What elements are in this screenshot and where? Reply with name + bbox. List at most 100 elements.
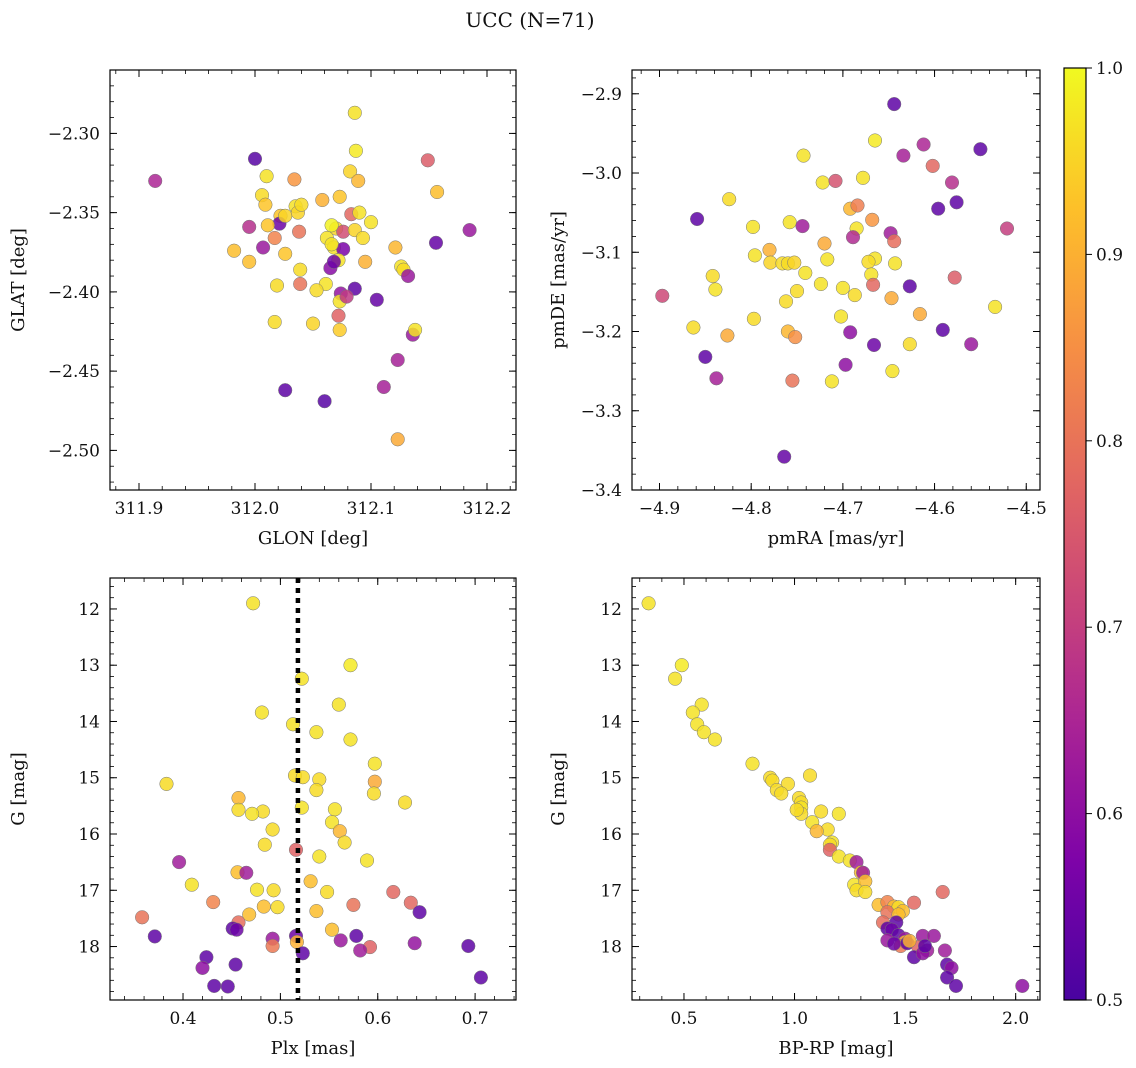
x-tick-label: 312.1 <box>347 499 396 519</box>
scatter-point <box>287 172 302 187</box>
y-tick-label: −2.35 <box>48 204 100 224</box>
y-tick-label: 13 <box>78 656 100 676</box>
scatter-point <box>866 337 882 353</box>
scatter-point <box>258 197 273 212</box>
y-tick-label: −3.0 <box>581 164 622 184</box>
scatter-point <box>359 853 375 868</box>
scatter-point <box>366 786 381 801</box>
scatter-point <box>815 175 830 190</box>
axes-frame <box>109 577 517 1001</box>
scatter-point <box>401 268 416 284</box>
x-tick-label: 311.9 <box>115 499 164 519</box>
scatter-point <box>172 855 187 870</box>
scatter-point <box>259 169 274 184</box>
scatter-point <box>135 910 150 925</box>
scatter-point <box>231 802 246 817</box>
scatter-point <box>843 325 858 340</box>
y-tick-label: −2.50 <box>48 441 100 461</box>
scatter-point <box>820 252 835 267</box>
axes-frame <box>631 577 1041 1001</box>
scatter-point <box>386 884 401 900</box>
scatter-point <box>337 835 352 850</box>
scatter-point <box>309 725 324 740</box>
colorbar-tick-label: 0.7 <box>1096 618 1123 638</box>
y-tick-label: 14 <box>600 712 622 732</box>
scatter-point <box>813 276 828 292</box>
scatter-point <box>309 783 324 798</box>
scatter-point <box>420 153 435 168</box>
scatter-point <box>887 234 902 249</box>
scatter-point <box>309 904 324 919</box>
y-tick-label: 12 <box>600 600 622 620</box>
scatter-point <box>278 208 293 223</box>
axes-frame <box>631 69 1041 491</box>
panel-2: −4.9 −4.8 −4.7 −4.6 −4.5 −2.9 −3.0 −3.1 −3.2 −3.3… <box>548 69 1047 549</box>
scatter-point <box>828 173 843 188</box>
scatter-point <box>332 189 347 204</box>
scatter-point <box>722 192 737 207</box>
scatter-point <box>388 240 403 255</box>
scatter-point <box>320 884 335 900</box>
scatter-point <box>944 175 960 190</box>
x-tick-label: 0.5 <box>267 1009 294 1029</box>
scatter-point <box>278 383 293 398</box>
panel-3: 0.4 0.5 0.6 0.7 12 13 14 15 16 17 18 Plx [mas] G [ma… <box>8 577 517 1059</box>
scatter-point <box>940 970 955 985</box>
scatter-point <box>850 198 865 213</box>
scatter-point <box>461 938 476 954</box>
scatter-point <box>242 219 257 234</box>
y-tick-label: 17 <box>600 881 622 901</box>
scatter-point <box>363 215 379 230</box>
scatter-point <box>267 314 282 330</box>
scatter-point <box>838 357 853 372</box>
scatter-point <box>229 922 244 937</box>
scatter-point <box>207 978 222 993</box>
scatter-point <box>324 218 339 233</box>
scatter-point <box>902 279 917 294</box>
x-axis-label: pmRA [mas/yr] <box>768 528 905 549</box>
scatter-point <box>358 254 373 269</box>
scatter-point <box>278 246 293 261</box>
scatter-point <box>935 322 950 337</box>
scatter-point <box>887 97 902 112</box>
y-tick-label: −3.1 <box>581 243 622 263</box>
scatter-point <box>912 307 927 322</box>
scatter-point <box>809 824 824 839</box>
scatter-point <box>184 877 199 892</box>
scatter-point <box>788 330 803 345</box>
scatter-point <box>339 289 354 304</box>
scatter-point <box>349 928 364 943</box>
scatter-point <box>789 802 804 817</box>
x-tick-label: 1.5 <box>892 1009 919 1029</box>
x-axis-label: BP-RP [mag] <box>778 1038 893 1059</box>
scatter-point <box>746 311 761 326</box>
scatter-point <box>902 337 917 352</box>
scatter-point <box>245 806 260 821</box>
scatter-point <box>293 262 308 277</box>
scatter-point <box>824 374 839 389</box>
y-tick-label: −3.2 <box>581 323 622 343</box>
scatter-point <box>833 309 849 324</box>
scatter-point <box>265 938 280 954</box>
scatter-point <box>206 895 221 910</box>
x-tick-label: −4.9 <box>639 499 680 519</box>
scatter-point <box>430 184 445 200</box>
y-tick-label: 15 <box>600 769 622 789</box>
scatter-point <box>906 895 922 910</box>
scatter-point <box>802 768 818 783</box>
scatter-point <box>317 394 332 409</box>
scatter-point <box>973 142 988 157</box>
scatter-point <box>855 170 871 185</box>
scatter-point <box>866 277 881 292</box>
scatter-point <box>668 671 683 686</box>
y-tick-label: 15 <box>78 769 100 789</box>
scatter-point <box>847 288 862 303</box>
scatter-point <box>242 907 257 922</box>
scatter-point <box>228 957 243 972</box>
scatter-point <box>926 928 941 943</box>
scatter-point <box>242 254 257 269</box>
figure-title: UCC (N=71) <box>465 8 594 32</box>
scatter-point <box>293 276 308 292</box>
scatter-point <box>884 291 899 306</box>
